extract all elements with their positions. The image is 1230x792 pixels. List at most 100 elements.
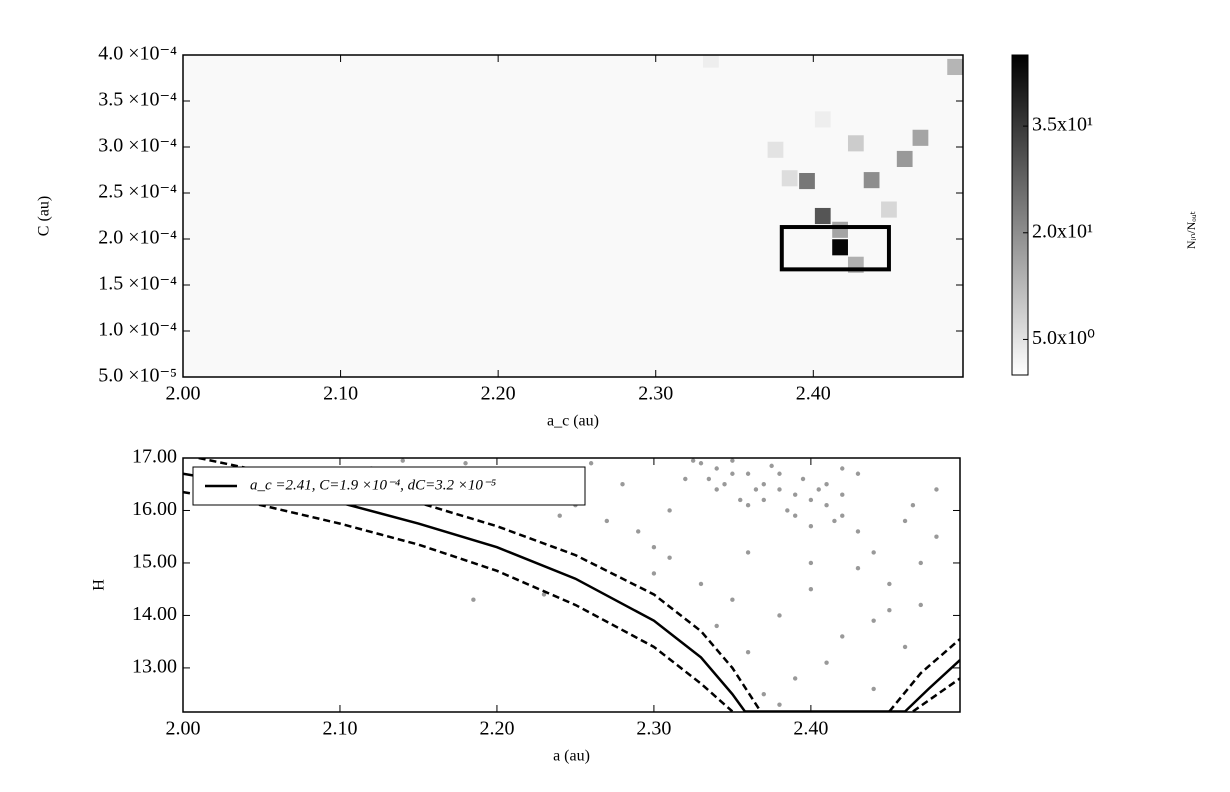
scatter-point xyxy=(910,503,916,508)
scatter-point xyxy=(887,581,892,587)
axes-frame xyxy=(182,54,964,378)
scatter-point xyxy=(738,497,743,503)
scatter-point xyxy=(730,471,735,476)
scatter-point xyxy=(667,555,672,560)
scatter-point xyxy=(871,550,876,555)
y-tick-label: 13.00 xyxy=(132,656,177,678)
x-axis-label: a (au) xyxy=(553,748,590,765)
x-tick-label: 2.20 xyxy=(479,718,514,740)
scatter-point xyxy=(745,550,751,555)
colorbar-label: Nᵢₙ/Nₒᵤₜ xyxy=(1184,211,1198,249)
curve xyxy=(888,638,960,712)
scatter-point xyxy=(557,513,562,518)
legend xyxy=(192,466,586,506)
scatter-point xyxy=(463,461,468,466)
scatter-point xyxy=(698,581,704,587)
colorbar-tick-label: 2.0x10¹ xyxy=(1032,220,1093,242)
y-tick-label: 17.00 xyxy=(132,446,177,468)
scatter-point xyxy=(714,466,719,471)
y-tick-label: 5.0 ×10⁻⁵ xyxy=(98,365,177,387)
scatter-point xyxy=(636,529,641,534)
scatter-point xyxy=(769,463,774,469)
scatter-point xyxy=(761,482,766,487)
scatter-point xyxy=(777,613,782,618)
heatmap-cell xyxy=(896,150,913,168)
x-tick-label: 2.00 xyxy=(166,718,201,740)
scatter-point xyxy=(918,560,923,566)
x-tick-label: 2.10 xyxy=(322,718,357,740)
y-tick-label: 15.00 xyxy=(132,551,177,573)
scatter-point xyxy=(816,487,821,492)
y-tick-label: 4.0 ×10⁻⁴ xyxy=(98,43,177,65)
scatter-point xyxy=(855,471,861,476)
scatter-point xyxy=(792,676,798,681)
axes-frame xyxy=(182,457,961,713)
scatter-point xyxy=(785,508,790,513)
scatter-point xyxy=(808,586,814,592)
x-tick-label: 2.30 xyxy=(636,718,671,740)
scatter-point xyxy=(871,618,876,623)
colorbar xyxy=(1011,54,1029,376)
colorbar-tick-label: 5.0x10⁰ xyxy=(1032,327,1095,349)
scatter-point xyxy=(651,571,657,576)
heatmap-cell xyxy=(781,170,798,187)
scatter-point xyxy=(808,497,814,503)
scatter-point xyxy=(714,487,719,492)
scatter-point xyxy=(745,503,751,508)
scatter-point xyxy=(690,458,696,463)
y-axis-label: C (au) xyxy=(36,196,53,236)
scatter-point xyxy=(934,487,939,492)
scatter-point xyxy=(777,702,782,707)
heatmap-cell xyxy=(814,207,831,225)
y-tick-label: 14.00 xyxy=(132,603,177,625)
colorbar-tick-label: 3.5x10¹ xyxy=(1032,114,1093,136)
scatter-point xyxy=(761,497,766,503)
scatter-point xyxy=(730,597,735,602)
scatter-point xyxy=(753,487,759,492)
y-tick-label: 2.0 ×10⁻⁴ xyxy=(98,227,177,249)
heatmap-cell xyxy=(863,172,880,189)
plot-background xyxy=(183,55,963,377)
scatter-point xyxy=(730,458,735,463)
y-tick-label: 16.00 xyxy=(132,498,177,520)
scatter-point xyxy=(620,482,625,487)
scatter-point xyxy=(651,545,657,550)
heatmap-cell xyxy=(947,58,963,76)
scatter-point xyxy=(855,566,861,571)
scatter-point xyxy=(855,529,861,534)
scatter-point xyxy=(400,458,405,463)
scatter-point xyxy=(706,476,712,482)
heatmap-cell xyxy=(832,221,848,238)
highlight-box xyxy=(779,225,891,272)
scatter-point xyxy=(471,597,476,602)
y-axis-label: H xyxy=(91,579,108,591)
scatter-point xyxy=(777,471,782,476)
heatmap-cell xyxy=(912,129,929,146)
scatter-point xyxy=(683,476,688,482)
y-tick-label: 3.5 ×10⁻⁴ xyxy=(98,89,177,111)
scatter-point xyxy=(745,649,751,655)
scatter-point xyxy=(840,466,845,471)
y-tick-label: 3.0 ×10⁻⁴ xyxy=(98,135,177,157)
scatter-point xyxy=(800,476,806,482)
scatter-point xyxy=(832,518,837,524)
scatter-point xyxy=(808,524,814,529)
scatter-point xyxy=(698,461,704,466)
x-tick-label: 2.00 xyxy=(166,383,201,405)
curve xyxy=(183,472,960,712)
scatter-point xyxy=(792,513,798,518)
heatmap-cell xyxy=(703,55,719,68)
heatmap-cell xyxy=(847,135,864,152)
heatmap-cell xyxy=(767,141,784,158)
x-tick-label: 2.10 xyxy=(323,383,358,405)
x-tick-label: 2.20 xyxy=(481,383,516,405)
heatmap-cell xyxy=(832,239,848,256)
scatter-point xyxy=(808,560,814,566)
scatter-point xyxy=(871,686,876,692)
scatter-point xyxy=(902,518,908,524)
heatmap-cell xyxy=(881,201,897,218)
scatter-point xyxy=(824,503,829,508)
scatter-point xyxy=(934,534,939,539)
scatter-point xyxy=(887,607,892,613)
heatmap-cell xyxy=(814,111,831,128)
